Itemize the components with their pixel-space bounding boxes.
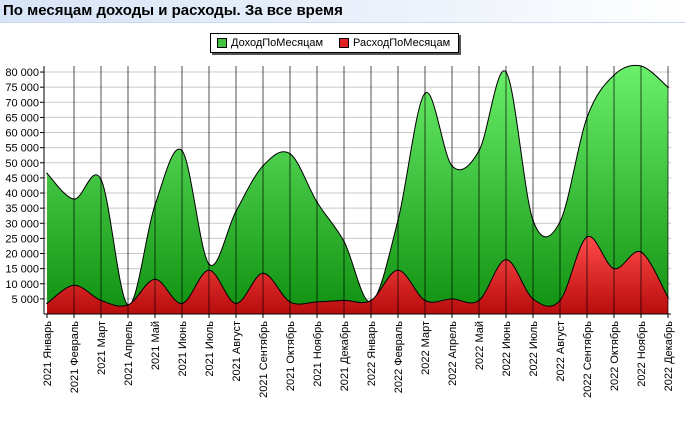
x-tick-label: 2021 Ноябрь xyxy=(312,321,324,387)
x-tick-label: 2022 Август xyxy=(555,321,567,382)
x-tick-label: 2022 Ноябрь xyxy=(636,321,648,387)
x-tick-label: 2022 Май xyxy=(474,321,486,370)
x-tick-label: 2021 Январь xyxy=(42,321,54,387)
x-tick-label: 2021 Август xyxy=(231,321,243,382)
x-tick-label: 2021 Октябрь xyxy=(285,321,297,391)
x-tick-label: 2021 Сентябрь xyxy=(258,321,270,398)
y-tick-label: 30 000 xyxy=(5,218,39,230)
y-tick-label: 25 000 xyxy=(5,233,39,245)
x-tick-label: 2022 Март xyxy=(420,321,432,375)
x-tick-label: 2022 Июнь xyxy=(501,321,513,377)
y-tick-label: 10 000 xyxy=(5,279,39,291)
x-tick-labels: 2021 Январь 2021 Февраль 2021 Март 2021 Апр… xyxy=(42,321,675,398)
y-tick-label: 65 000 xyxy=(5,112,39,124)
x-tick-label: 2022 Февраль xyxy=(393,321,405,394)
x-tick-label: 2022 Июль xyxy=(528,321,540,377)
x-tick-label: 2021 Июль xyxy=(204,321,216,377)
category-lines xyxy=(73,66,669,314)
data-point xyxy=(46,302,48,305)
x-tick-label: 2022 Октябрь xyxy=(609,321,621,391)
y-tick-label: 70 000 xyxy=(5,97,39,109)
y-tick-label: 60 000 xyxy=(5,128,39,140)
y-tick-label: 20 000 xyxy=(5,249,39,261)
x-tick-label: 2021 Май xyxy=(150,321,162,370)
legend-swatch-expense xyxy=(339,38,349,48)
legend-label-income: ДоходПоМесяцам xyxy=(231,37,324,49)
y-tick-label: 50 000 xyxy=(5,158,39,170)
series-area-expense-line xyxy=(46,236,669,307)
y-tick-label: 55 000 xyxy=(5,143,39,155)
x-tick-label: 2021 Декабрь xyxy=(339,321,351,392)
x-tick-label: 2022 Январь xyxy=(366,321,378,387)
x-tick-label: 2021 Февраль xyxy=(69,321,81,394)
page-title: По месяцам доходы и расходы. За все врем… xyxy=(3,2,343,19)
x-tick-label: 2021 Март xyxy=(96,321,108,375)
x-tick-label: 2022 Декабрь xyxy=(663,321,675,392)
x-tick-label: 2022 Апрель xyxy=(447,321,459,386)
x-tick-label: 2021 Апрель xyxy=(123,321,135,386)
legend-item-expense: РасходПоМесяцам xyxy=(339,36,450,50)
y-tick-label: 35 000 xyxy=(5,203,39,215)
title-bar: По месяцам доходы и расходы. За все врем… xyxy=(0,0,685,23)
y-tick-label: 5 000 xyxy=(11,294,39,306)
legend-item-income: ДоходПоМесяцам xyxy=(217,36,323,50)
legend-label-expense: РасходПоМесяцам xyxy=(353,37,451,49)
y-tick-label: 15 000 xyxy=(5,264,39,276)
y-tick-label: 80 000 xyxy=(5,67,39,79)
x-tick-label: 2022 Сентябрь xyxy=(582,321,594,398)
y-tick-label: 40 000 xyxy=(5,188,39,200)
series-area-income xyxy=(47,65,668,314)
legend: ДоходПоМесяцам РасходПоМесяцам xyxy=(210,33,459,53)
x-tick-label: 2021 Июнь xyxy=(177,321,189,377)
y-tick-label: 75 000 xyxy=(5,82,39,94)
data-point xyxy=(46,172,48,175)
y-tick-labels: 5 000 10 000 15 000 20 000 25 000 30 000 35 00… xyxy=(5,67,39,306)
axes xyxy=(40,66,671,318)
legend-swatch-income xyxy=(217,38,227,48)
y-tick-label: 45 000 xyxy=(5,173,39,185)
series-area-expense xyxy=(47,236,668,314)
